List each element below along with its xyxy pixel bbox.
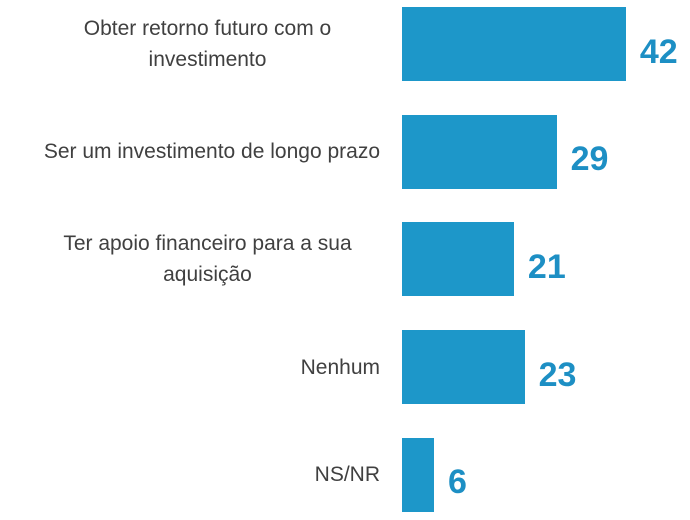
value-label: 6	[447, 463, 467, 502]
value-label: 21	[527, 247, 566, 286]
category-text: Ser um investimento de longo prazo	[43, 140, 380, 164]
category-text: Nenhum	[300, 355, 380, 379]
value-label: 23	[538, 355, 577, 394]
value-label: 29	[570, 140, 609, 179]
bar	[402, 222, 514, 297]
value-label: 42	[639, 32, 678, 71]
category-text: NS/NR	[314, 463, 380, 487]
bar	[402, 7, 626, 81]
category-label: Ser um investimento de longo prazo	[10, 115, 380, 189]
category-label: Ter apoio financeiro para a sua aquisiçã…	[10, 222, 380, 296]
bar	[402, 437, 434, 512]
category-text: Obter retorno futuro com o investimento	[83, 17, 332, 71]
bar	[402, 114, 557, 189]
category-text: Ter apoio financeiro para a sua aquisiçã…	[63, 232, 352, 287]
category-label: NS/NR	[10, 438, 380, 512]
chart: {"chart_data": {"type": "bar", "orientat…	[10, 7, 678, 512]
bar	[402, 330, 525, 405]
category-label: Obter retorno futuro com o investimento	[10, 7, 380, 81]
category-label: Nenhum	[10, 330, 380, 404]
